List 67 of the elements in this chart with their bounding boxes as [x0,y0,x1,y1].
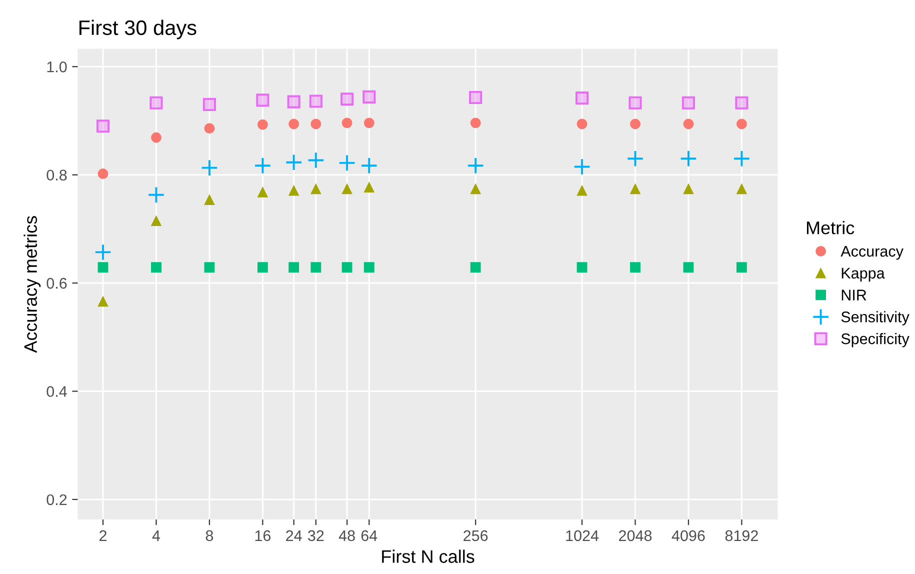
legend-label: Specificity [841,333,910,348]
x-tick-label: 256 [464,530,488,542]
point [573,158,591,176]
legend-title: Metric [806,221,854,234]
point [626,150,644,168]
point [736,184,747,194]
point [256,94,270,107]
point [576,185,588,196]
y-tick-label: 0.6 [46,278,67,289]
x-tick-label: 24 [286,530,302,541]
x-tick-label: 64 [361,530,378,542]
y-tick-label: 0.8 [46,170,67,181]
legend-label: Sensitivity [841,311,910,326]
point [683,262,694,273]
point [151,216,162,226]
point [735,96,748,110]
point [150,96,163,110]
point [204,262,215,273]
legend-label: NIR [842,290,866,300]
x-tick-label: 2048 [619,530,652,542]
y-tick-label: 1.0 [47,62,67,72]
point [736,118,747,130]
point [257,262,268,273]
point [630,118,640,130]
point [733,150,750,168]
legend-label: Kappa [842,268,885,282]
point [628,96,642,110]
point [200,159,218,176]
x-tick-label: 32 [308,530,324,542]
chart-title: First 30 days [79,20,196,40]
point [204,123,215,134]
point [736,262,747,273]
y-tick-label: 0.4 [46,386,67,397]
x-axis-title: First N calls [382,550,474,563]
x-tick-label: 4 [152,530,160,541]
point [683,184,694,194]
point [683,118,694,130]
y-axis-title: Accuracy metrics [24,216,41,353]
point [682,96,696,110]
point [575,91,589,105]
point [98,262,108,273]
x-tick-label: 4096 [672,530,705,542]
x-tick-label: 1024 [566,530,599,542]
y-tick-label: 0.2 [46,494,67,506]
x-tick-label: 2 [100,530,106,541]
point [680,150,698,168]
point [151,262,162,273]
point [98,168,108,179]
point [257,186,268,198]
legend-label: Accuracy [840,246,904,260]
point [630,184,640,194]
point [576,262,588,273]
point [98,296,108,307]
point [630,262,640,273]
x-tick-label: 8192 [725,530,758,542]
x-tick-label: 16 [255,530,270,542]
point [151,132,162,143]
point [257,119,268,130]
point [254,157,272,174]
point [202,98,216,112]
point [204,194,215,205]
point [94,244,112,261]
x-tick-label: 8 [206,530,214,542]
point [96,120,110,133]
x-tick-label: 48 [338,530,355,542]
point [576,118,588,130]
point [148,186,165,204]
